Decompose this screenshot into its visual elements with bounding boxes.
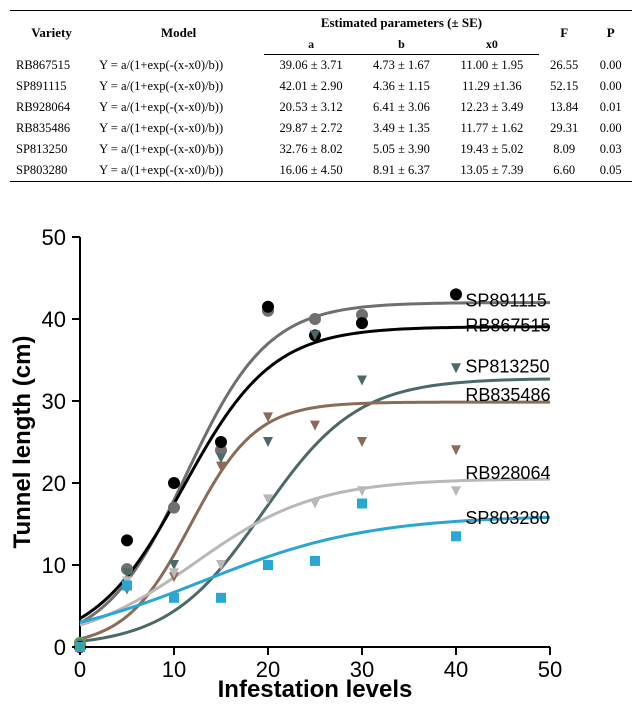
col-a: a [264,35,358,55]
cell-x0: 11.29 ±1.36 [445,76,539,97]
svg-text:30: 30 [42,389,66,414]
svg-text:40: 40 [42,307,66,332]
table-row: SP891115Y = a/(1+exp(-(x-x0)/b))42.01 ± … [10,76,632,97]
cell-x0: 11.77 ± 1.62 [445,118,539,139]
col-est-params: Estimated parameters (± SE) [264,11,539,36]
cell-P: 0.01 [589,97,632,118]
cell-b: 3.49 ± 1.35 [358,118,444,139]
cell-F: 26.55 [539,55,589,77]
cell-P: 0.00 [589,76,632,97]
cell-model: Y = a/(1+exp(-(x-x0)/b)) [93,160,264,182]
tunnel-length-chart: 0102030405001020304050Infestation levels… [10,227,570,707]
cell-a: 32.76 ± 8.02 [264,139,358,160]
table-row: RB867515Y = a/(1+exp(-(x-x0)/b))39.06 ± … [10,55,632,77]
cell-variety: SP813250 [10,139,93,160]
cell-F: 29.31 [539,118,589,139]
cell-model: Y = a/(1+exp(-(x-x0)/b)) [93,118,264,139]
svg-text:SP803280: SP803280 [465,508,549,528]
col-b: b [358,35,444,55]
cell-model: Y = a/(1+exp(-(x-x0)/b)) [93,97,264,118]
parameters-table: Variety Model Estimated parameters (± SE… [10,10,632,182]
cell-variety: SP891115 [10,76,93,97]
svg-text:0: 0 [74,657,86,682]
cell-a: 20.53 ± 3.12 [264,97,358,118]
cell-b: 8.91 ± 6.37 [358,160,444,182]
cell-a: 29.87 ± 2.72 [264,118,358,139]
svg-text:RB867515: RB867515 [465,315,550,335]
cell-variety: SP803280 [10,160,93,182]
cell-x0: 11.00 ± 1.95 [445,55,539,77]
svg-text:Tunnel length (cm): Tunnel length (cm) [10,336,36,549]
svg-text:SP813250: SP813250 [465,356,549,376]
cell-a: 42.01 ± 2.90 [264,76,358,97]
svg-text:40: 40 [444,657,468,682]
cell-model: Y = a/(1+exp(-(x-x0)/b)) [93,55,264,77]
cell-F: 6.60 [539,160,589,182]
col-variety: Variety [10,11,93,55]
svg-text:10: 10 [42,553,66,578]
cell-x0: 19.43 ± 5.02 [445,139,539,160]
table-row: SP813250Y = a/(1+exp(-(x-x0)/b))32.76 ± … [10,139,632,160]
svg-text:RB928064: RB928064 [465,463,550,483]
cell-x0: 13.05 ± 7.39 [445,160,539,182]
col-model: Model [93,11,264,55]
cell-a: 16.06 ± 4.50 [264,160,358,182]
table-row: RB928064Y = a/(1+exp(-(x-x0)/b))20.53 ± … [10,97,632,118]
cell-P: 0.00 [589,55,632,77]
table-row: RB835486Y = a/(1+exp(-(x-x0)/b))29.87 ± … [10,118,632,139]
cell-a: 39.06 ± 3.71 [264,55,358,77]
cell-variety: RB867515 [10,55,93,77]
col-x0: x0 [445,35,539,55]
svg-text:Infestation levels: Infestation levels [218,676,413,703]
chart-region: 0102030405001020304050Infestation levels… [10,227,632,707]
cell-b: 4.73 ± 1.67 [358,55,444,77]
svg-text:SP891115: SP891115 [465,291,546,311]
cell-F: 52.15 [539,76,589,97]
cell-F: 13.84 [539,97,589,118]
table-row: SP803280Y = a/(1+exp(-(x-x0)/b))16.06 ± … [10,160,632,182]
svg-text:50: 50 [538,657,562,682]
col-F: F [539,11,589,55]
col-P: P [589,11,632,55]
cell-variety: RB928064 [10,97,93,118]
svg-text:0: 0 [54,635,66,660]
cell-b: 6.41 ± 3.06 [358,97,444,118]
cell-variety: RB835486 [10,118,93,139]
cell-P: 0.00 [589,118,632,139]
cell-b: 4.36 ± 1.15 [358,76,444,97]
svg-text:50: 50 [42,227,66,250]
svg-text:RB835486: RB835486 [465,385,550,405]
cell-x0: 12.23 ± 3.49 [445,97,539,118]
cell-model: Y = a/(1+exp(-(x-x0)/b)) [93,139,264,160]
svg-text:20: 20 [42,471,66,496]
svg-text:10: 10 [162,657,186,682]
cell-F: 8.09 [539,139,589,160]
cell-model: Y = a/(1+exp(-(x-x0)/b)) [93,76,264,97]
cell-b: 5.05 ± 3.90 [358,139,444,160]
cell-P: 0.03 [589,139,632,160]
cell-P: 0.05 [589,160,632,182]
